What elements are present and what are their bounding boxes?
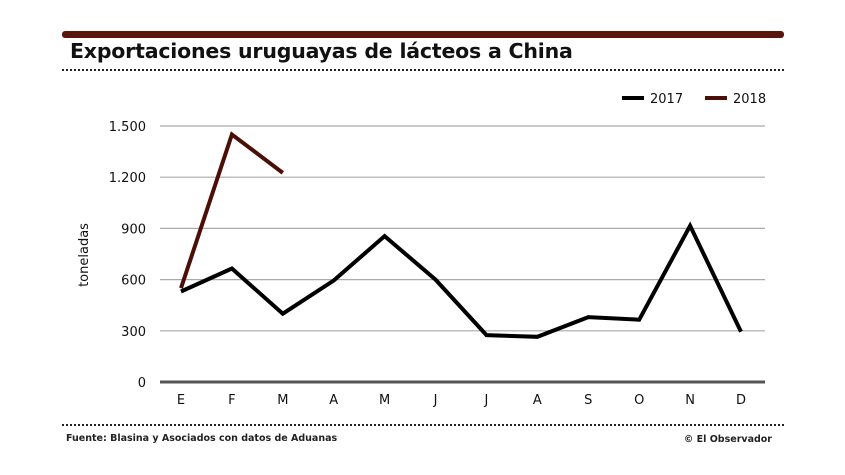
y-tick-label: 300 xyxy=(121,325,146,340)
legend-label: 2017 xyxy=(650,92,683,107)
series-line-2018 xyxy=(179,131,285,289)
x-tick-label: M xyxy=(379,393,390,408)
x-tick-label: J xyxy=(484,393,489,408)
x-tick-label: A xyxy=(533,393,542,408)
series-line-2017 xyxy=(180,221,743,339)
legend: 2017 2018 xyxy=(622,92,766,107)
y-tick-label: 600 xyxy=(121,274,146,289)
x-tick-label: E xyxy=(177,393,185,408)
top-accent-bar xyxy=(62,31,784,38)
y-axis-label: toneladas xyxy=(77,223,92,287)
source-note: Fuente: Blasina y Asociados con datos de… xyxy=(66,433,338,444)
x-tick-label: A xyxy=(329,393,338,408)
y-tick-label: 900 xyxy=(121,222,146,237)
x-tick-label: O xyxy=(634,393,644,408)
y-tick-label: 0 xyxy=(138,376,146,391)
legend-label: 2018 xyxy=(733,92,766,107)
credit-note: © El Observador xyxy=(683,434,772,445)
grid-lines xyxy=(160,125,765,332)
y-tick-label: 1.200 xyxy=(109,171,146,186)
dotted-divider-bottom xyxy=(62,424,784,426)
x-tick-label: N xyxy=(685,393,695,408)
x-tick-label: D xyxy=(736,393,746,408)
series-lines xyxy=(179,131,743,339)
dotted-divider-top xyxy=(62,69,784,71)
y-tick-label: 1.500 xyxy=(109,120,146,135)
x-tick-label: J xyxy=(433,393,438,408)
chart-title: Exportaciones uruguayas de lácteos a Chi… xyxy=(70,39,573,63)
x-tick-label: M xyxy=(277,393,288,408)
x-tick-label: F xyxy=(228,393,235,408)
y-tick-labels: 0 300 600 900 1.200 1.500 xyxy=(109,120,146,391)
x-tick-label: S xyxy=(584,393,592,408)
